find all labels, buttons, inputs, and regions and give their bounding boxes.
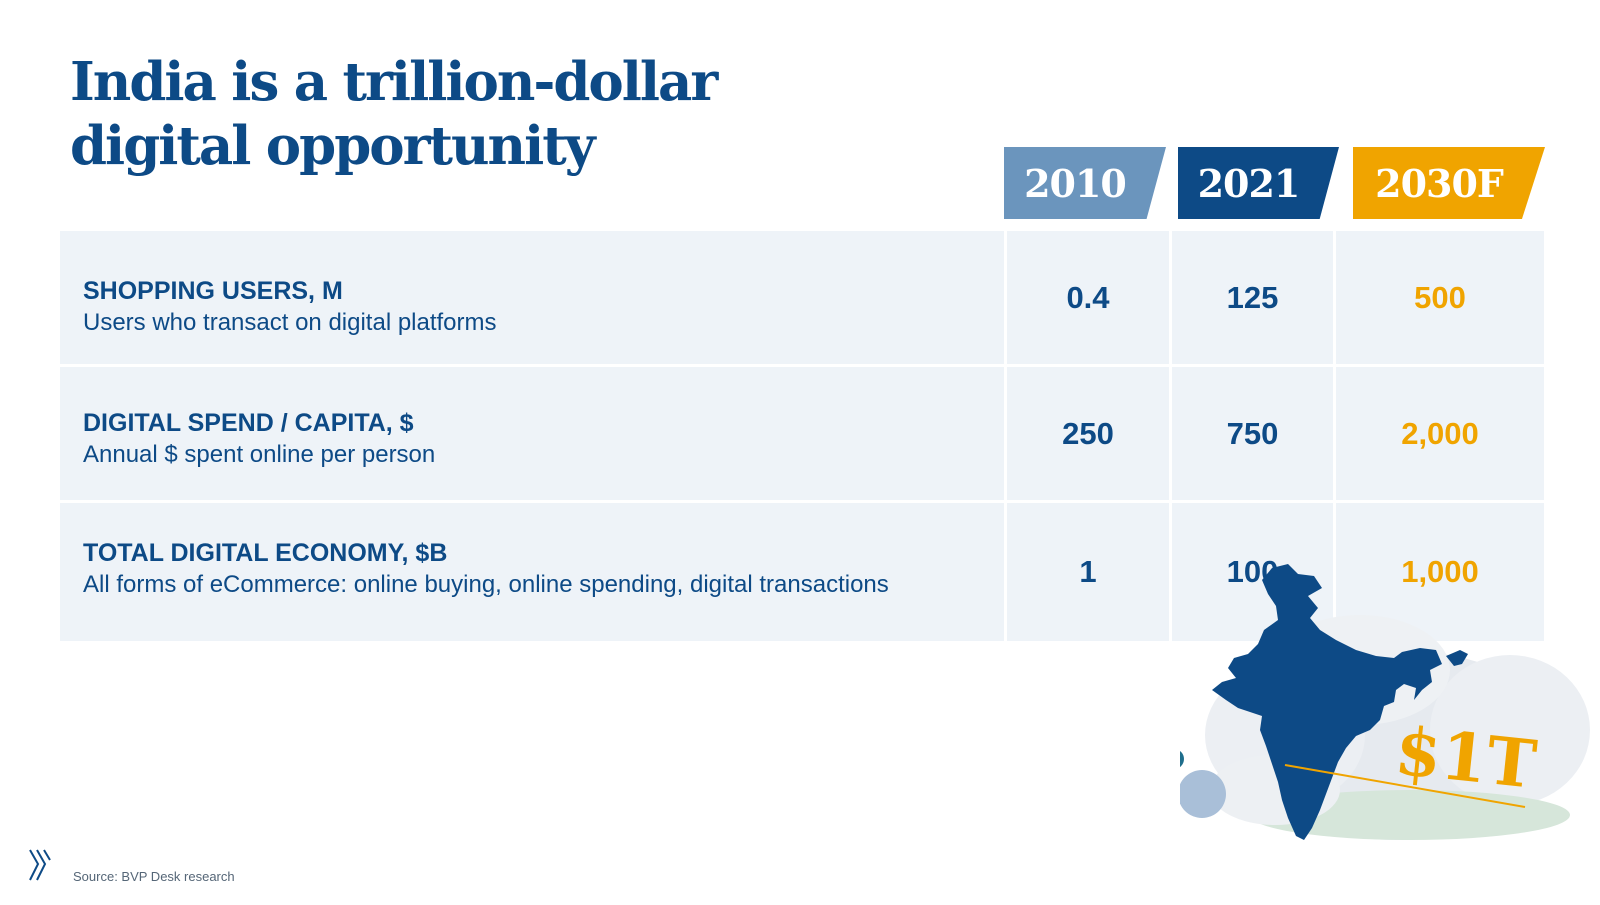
india-map-shape bbox=[1212, 564, 1468, 840]
trillion-label: $1T bbox=[1392, 711, 1540, 803]
table-row: SHOPPING USERS, M Users who transact on … bbox=[60, 231, 1544, 364]
blue-circle-icon bbox=[1178, 770, 1226, 818]
page-title: India is a trillion-dollar digital oppor… bbox=[70, 50, 718, 178]
metric-description: Annual $ spent online per person bbox=[83, 441, 436, 468]
value-2030f: 500 bbox=[1336, 231, 1544, 364]
teal-dot-icon bbox=[1164, 749, 1184, 769]
metric-description: Users who transact on digital platforms bbox=[83, 309, 497, 336]
value-2010: 0.4 bbox=[1007, 231, 1169, 364]
table-row: DIGITAL SPEND / CAPITA, $ Annual $ spent… bbox=[60, 367, 1544, 500]
metric-title: DIGITAL SPEND / CAPITA, $ bbox=[83, 409, 414, 437]
bvp-logo-icon bbox=[29, 849, 51, 881]
metric-description: All forms of eCommerce: online buying, o… bbox=[83, 571, 889, 598]
value-2021: 750 bbox=[1172, 367, 1333, 500]
value-2030f: 2,000 bbox=[1336, 367, 1544, 500]
source-note: Source: BVP Desk research bbox=[73, 869, 235, 884]
metric-label-cell: SHOPPING USERS, M Users who transact on … bbox=[60, 231, 1004, 364]
year-header-2030f: 2030F bbox=[1353, 147, 1545, 219]
metric-title: SHOPPING USERS, M bbox=[83, 277, 343, 305]
metric-label-cell: DIGITAL SPEND / CAPITA, $ Annual $ spent… bbox=[60, 367, 1004, 500]
title-line-1: India is a trillion-dollar bbox=[70, 51, 718, 113]
year-header-2021: 2021 bbox=[1178, 147, 1339, 219]
india-illustration: $1T bbox=[1164, 560, 1600, 900]
value-2021: 125 bbox=[1172, 231, 1333, 364]
year-header-2010: 2010 bbox=[1004, 147, 1166, 219]
india-map-icon: $1T bbox=[1164, 564, 1590, 840]
value-2010: 250 bbox=[1007, 367, 1169, 500]
metric-label-cell: TOTAL DIGITAL ECONOMY, $B All forms of e… bbox=[60, 503, 1004, 641]
metric-title: TOTAL DIGITAL ECONOMY, $B bbox=[83, 539, 448, 567]
trillion-underline bbox=[1284, 764, 1526, 808]
value-2010: 1 bbox=[1007, 503, 1169, 641]
value-2021: 100 bbox=[1172, 503, 1333, 641]
title-line-2: digital opportunity bbox=[70, 115, 596, 177]
